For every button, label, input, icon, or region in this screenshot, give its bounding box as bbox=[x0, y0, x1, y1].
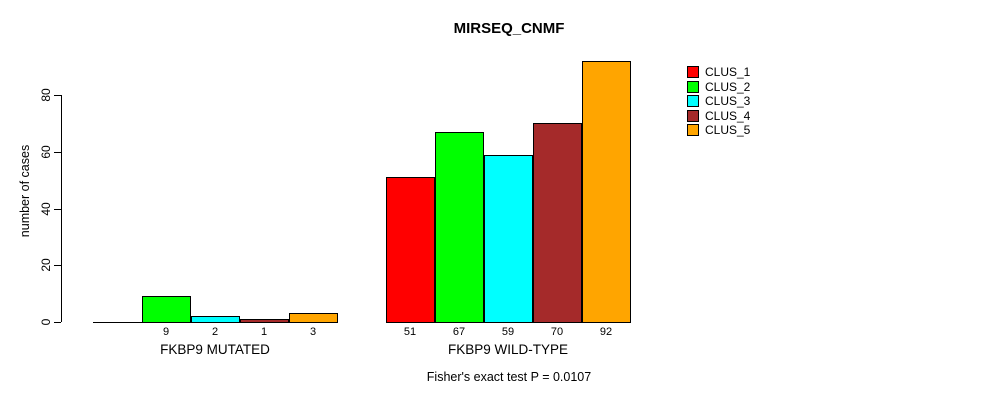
y-axis-tick bbox=[54, 151, 61, 153]
legend-item: CLUS_2 bbox=[687, 80, 750, 95]
bar-clus_2 bbox=[141, 296, 191, 323]
y-axis-tick bbox=[54, 265, 61, 267]
legend-item: CLUS_4 bbox=[687, 109, 750, 124]
bar-clus_5 bbox=[581, 60, 631, 323]
legend-label: CLUS_5 bbox=[705, 123, 751, 138]
bar-clus_1 bbox=[92, 322, 142, 323]
bar-value-label: 51 bbox=[403, 326, 417, 338]
chart-title: MIRSEQ_CNMF bbox=[453, 20, 565, 37]
y-axis-tick-label: 40 bbox=[39, 201, 53, 216]
category-label: FKBP9 WILD-TYPE bbox=[447, 342, 569, 357]
legend-label: CLUS_2 bbox=[705, 79, 751, 94]
y-axis-tick-label: 0 bbox=[39, 318, 53, 326]
legend-label: CLUS_4 bbox=[705, 108, 751, 123]
legend-label: CLUS_3 bbox=[705, 94, 751, 109]
bar-clus_2 bbox=[434, 131, 484, 323]
legend-swatch bbox=[687, 66, 699, 79]
legend-swatch bbox=[687, 124, 699, 137]
y-axis-tick bbox=[54, 95, 61, 96]
bar-clus_5 bbox=[288, 313, 338, 323]
bar-clus_3 bbox=[190, 316, 240, 323]
legend-item: CLUS_5 bbox=[687, 123, 750, 138]
y-axis-tick bbox=[54, 208, 61, 210]
legend-label: CLUS_1 bbox=[705, 65, 751, 80]
bar-value-label: 59 bbox=[501, 326, 515, 338]
bar-clus_3 bbox=[483, 154, 533, 323]
bar-clus_4 bbox=[532, 123, 582, 323]
legend: CLUS_1 CLUS_2 CLUS_3 CLUS_4 CLUS_5 bbox=[687, 65, 750, 138]
y-axis-tick-label: 60 bbox=[39, 145, 53, 159]
legend-item: CLUS_3 bbox=[687, 94, 750, 109]
stat-annotation: Fisher's exact test P = 0.0107 bbox=[426, 370, 592, 384]
bar-clus_1 bbox=[385, 177, 435, 323]
y-axis-tick-label: 80 bbox=[39, 88, 53, 102]
category-label: FKBP9 MUTATED bbox=[160, 342, 270, 357]
bar-value-label: 3 bbox=[309, 326, 317, 338]
y-axis-tick-label: 20 bbox=[39, 258, 53, 272]
bar-value-label: 92 bbox=[599, 326, 613, 338]
bar-value-label: 67 bbox=[452, 326, 466, 338]
y-axis-line bbox=[61, 95, 62, 322]
bar-value-label: 70 bbox=[550, 326, 564, 338]
bar-clus_4 bbox=[239, 319, 289, 323]
bar-value-label: 2 bbox=[211, 326, 219, 338]
bar-value-label: 1 bbox=[260, 326, 268, 338]
legend-swatch bbox=[687, 109, 699, 122]
legend-swatch bbox=[687, 80, 699, 93]
bar-value-label: 9 bbox=[162, 326, 170, 338]
y-axis-label: number of cases bbox=[18, 144, 32, 238]
legend-item: CLUS_1 bbox=[687, 65, 750, 80]
legend-swatch bbox=[687, 95, 699, 108]
y-axis-tick bbox=[54, 322, 61, 323]
